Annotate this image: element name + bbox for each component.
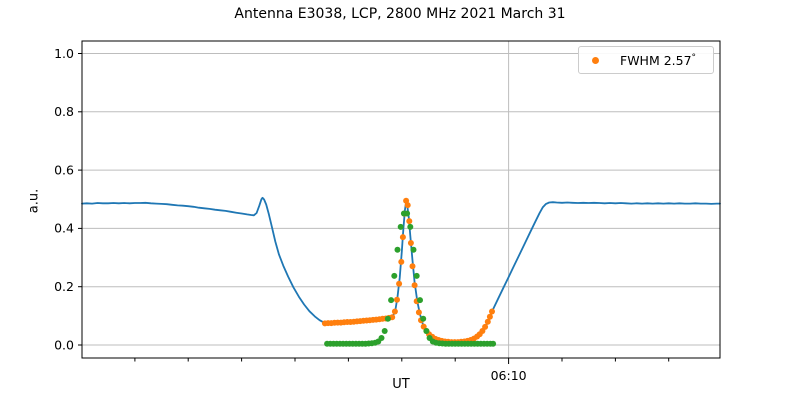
y-tick-label: 0.6	[54, 162, 74, 177]
legend-degree-symbol: °	[691, 52, 697, 63]
y-tick-label: 0.0	[54, 337, 74, 352]
legend-label-text: FWHM 2.57	[620, 52, 692, 68]
x-axis-label: UT	[392, 377, 410, 392]
y-tick-label: 0.8	[54, 104, 74, 119]
legend-label: FWHM 2.57°	[620, 53, 696, 68]
y-tick-label: 0.2	[54, 279, 74, 294]
legend-marker-icon	[592, 56, 599, 64]
series-gaussian-fit-dots	[324, 210, 497, 347]
y-axis-label: a.u.	[26, 188, 42, 214]
legend: FWHM 2.57°	[578, 46, 714, 74]
axes-spines	[81, 40, 721, 359]
x-tick-label: 06:10	[491, 368, 527, 383]
series-signal-line	[81, 196, 721, 344]
chart-title: Antenna E3038, LCP, 2800 MHz 2021 March …	[234, 6, 566, 22]
y-tick-label: 0.4	[54, 221, 74, 236]
y-tick-label: 1.0	[54, 46, 74, 61]
series-measured-dots	[321, 197, 495, 346]
